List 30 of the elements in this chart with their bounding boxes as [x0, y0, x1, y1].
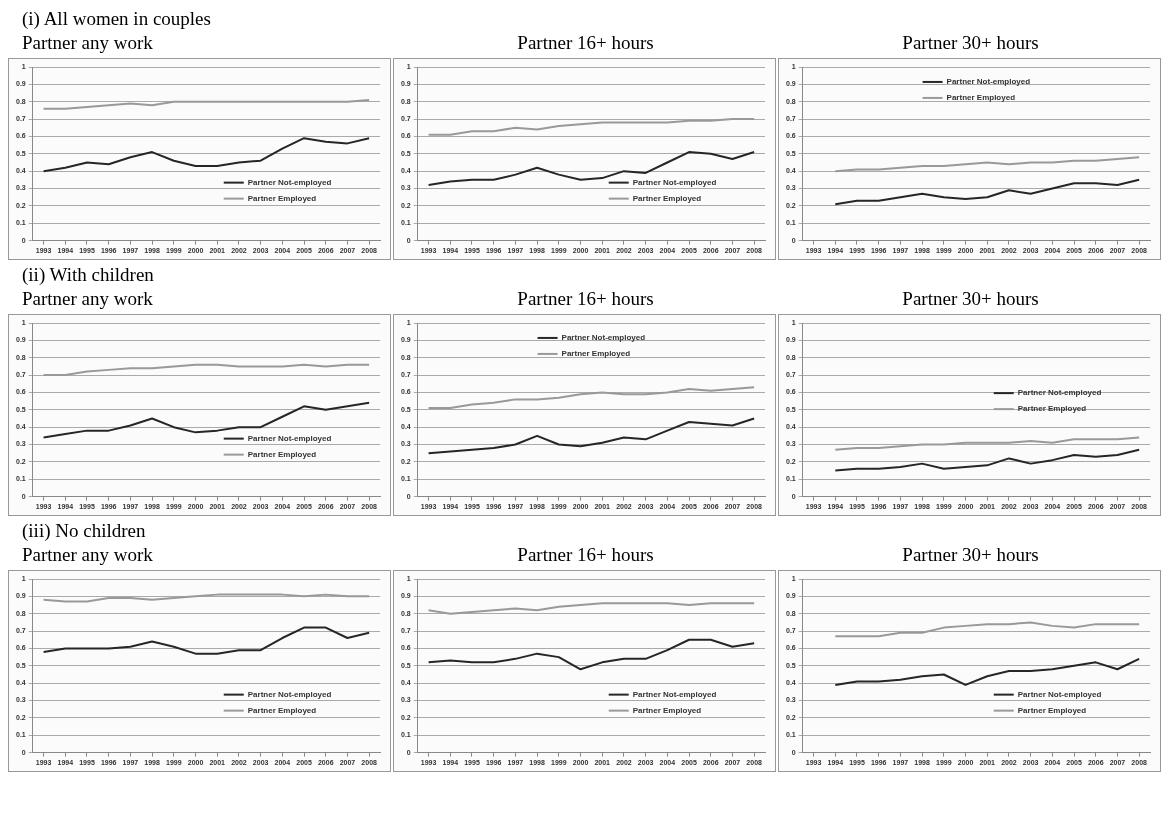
- legend-label: Partner Employed: [561, 349, 631, 359]
- legend-label: Partner Not-employed: [561, 333, 646, 343]
- legend-label: Partner Not-employed: [247, 433, 332, 443]
- legend-label: Partner Employed: [1017, 705, 1087, 715]
- legend-label: Partner Employed: [632, 705, 702, 715]
- legend-label: Partner Not-employed: [247, 689, 332, 699]
- legend-label: Partner Not-employed: [632, 177, 717, 187]
- legend-label: Partner Employed: [247, 193, 317, 203]
- legend-label: Partner Employed: [1017, 404, 1087, 414]
- text: (i) All women in couples: [22, 8, 211, 29]
- legend-label: Partner Employed: [946, 93, 1016, 103]
- chart-title: Partner 16+ hours: [517, 32, 654, 53]
- legend-label: Partner Not-employed: [632, 689, 717, 699]
- legend-label: Partner Employed: [247, 705, 317, 715]
- legend-label: Partner Not-employed: [1017, 388, 1102, 398]
- legend-label: Partner Not-employed: [946, 77, 1031, 87]
- chart-title: Partner any work: [22, 288, 153, 309]
- chart-title: Partner 16+ hours: [517, 544, 654, 565]
- text: (iii) No children: [22, 520, 146, 541]
- legend-label: Partner Not-employed: [247, 177, 332, 187]
- legend-label: Partner Employed: [247, 449, 317, 459]
- text: (ii) With children: [22, 264, 154, 285]
- chart-title: Partner 30+ hours: [902, 32, 1039, 53]
- chart-title: Partner 16+ hours: [517, 288, 654, 309]
- chart-title: Partner any work: [22, 32, 153, 53]
- chart-title: Partner 30+ hours: [902, 288, 1039, 309]
- legend-label: Partner Employed: [632, 193, 702, 203]
- chart-title: Partner any work: [22, 544, 153, 565]
- legend-label: Partner Not-employed: [1017, 689, 1102, 699]
- chart-title: Partner 30+ hours: [902, 544, 1039, 565]
